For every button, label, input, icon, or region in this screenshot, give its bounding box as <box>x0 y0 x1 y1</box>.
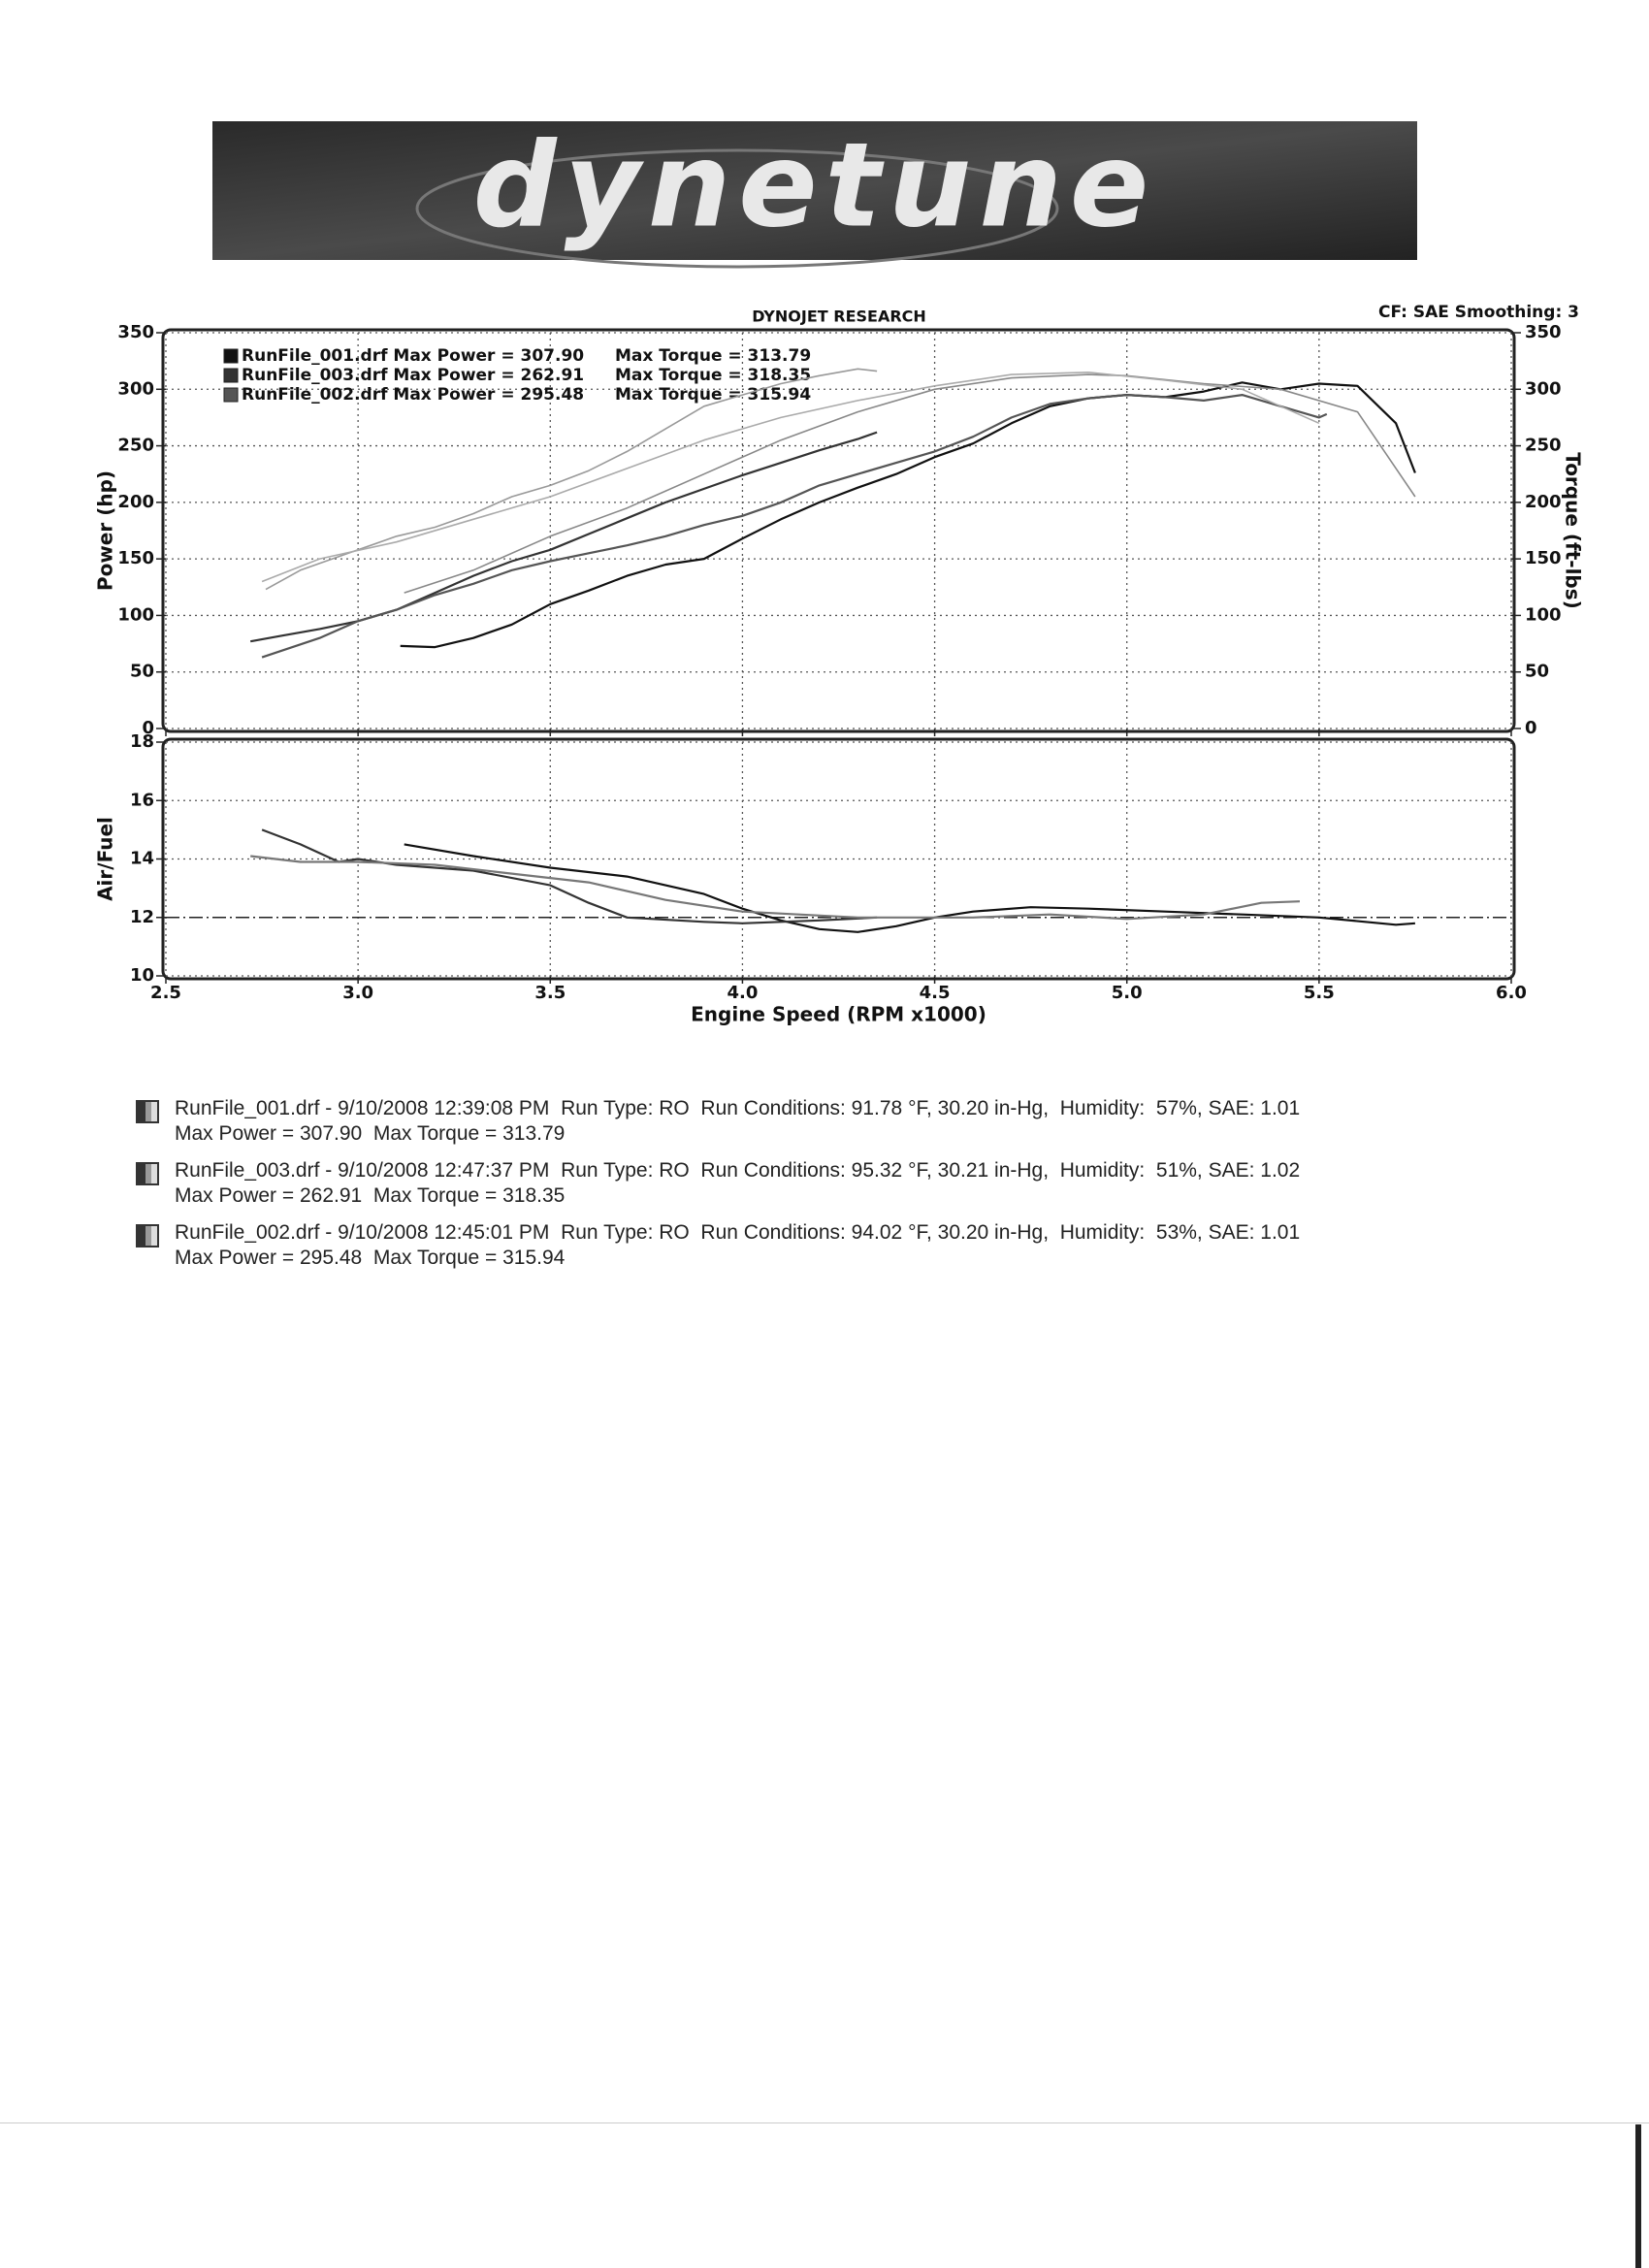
y-tick-label: 100 <box>117 604 154 625</box>
legend-entry: Max Torque = 313.79 <box>615 346 811 366</box>
y-tick-label: 14 <box>130 849 154 869</box>
legend-entry: RunFile_003.drf Max Power = 262.91 <box>242 366 584 385</box>
x-tick-label: 6.0 <box>1496 983 1527 1003</box>
series-line <box>400 381 1416 649</box>
series-line <box>250 431 878 643</box>
series-line <box>404 373 1416 594</box>
y2-tick-label: 100 <box>1525 604 1562 625</box>
y-tick-label: 18 <box>130 731 154 752</box>
y-tick-label: 50 <box>130 662 154 682</box>
x-tick-label: 5.5 <box>1304 983 1335 1003</box>
y-tick-label: 150 <box>117 548 154 568</box>
x-tick-label: 2.5 <box>150 983 181 1003</box>
series-line <box>261 394 1328 659</box>
y2-tick-label: 200 <box>1525 492 1562 512</box>
y-tick-label: 16 <box>130 790 154 810</box>
y2-tick-label: 350 <box>1525 322 1562 342</box>
y2-tick-label: 0 <box>1525 718 1537 738</box>
run-icon <box>136 1100 159 1123</box>
y2-tick-label: 250 <box>1525 436 1562 456</box>
y-tick-label: 10 <box>130 965 154 986</box>
run-text: Max Power = 295.48 Max Torque = 315.94 <box>175 1247 566 1269</box>
run-text: Max Power = 262.91 Max Torque = 318.35 <box>175 1184 566 1207</box>
y-tick-label: 12 <box>130 907 154 927</box>
series-line <box>261 828 878 924</box>
logo-swoosh <box>415 148 1059 269</box>
logo-banner <box>212 121 1417 260</box>
legend-entry: RunFile_002.drf Max Power = 295.48 <box>242 385 584 405</box>
chart: dynetune 0 50 100 150 200 250 300 350 0 50 100 150 2… <box>94 119 1585 1026</box>
run-icon <box>136 1162 159 1185</box>
legend-swatch <box>223 387 239 403</box>
series-line <box>261 372 1320 583</box>
run-icon <box>136 1224 159 1247</box>
run-list: RunFile_001.drf - 9/10/2008 12:39:08 PM … <box>136 1096 1494 1282</box>
chart-title: DYNOJET RESEARCH <box>752 308 926 326</box>
series-line <box>265 368 878 591</box>
run-info: RunFile_001.drf - 9/10/2008 12:39:08 PM … <box>136 1096 1494 1147</box>
y2-axis-label: Torque (ft-lbs) <box>1562 452 1585 609</box>
y2-tick-label: 300 <box>1525 378 1562 399</box>
series-line <box>250 855 1301 921</box>
legend-entry: RunFile_001.drf Max Power = 307.90 <box>242 346 584 366</box>
scan-edge <box>0 2122 1649 2123</box>
chart-note: CF: SAE Smoothing: 3 <box>1378 303 1579 322</box>
series-line <box>404 843 1415 933</box>
y2-tick-label: 150 <box>1525 548 1562 568</box>
y-tick-label: 300 <box>117 378 154 399</box>
x-tick-label: 4.0 <box>727 983 758 1003</box>
y-tick-label: 200 <box>117 492 154 512</box>
run-info: RunFile_003.drf - 9/10/2008 12:47:37 PM … <box>136 1158 1494 1209</box>
y-tick-label: 0 <box>142 718 154 738</box>
logo: dynetune <box>473 119 1157 254</box>
x-axis-label: Engine Speed (RPM x1000) <box>691 1003 986 1026</box>
x-tick-label: 3.0 <box>342 983 373 1003</box>
y-axis-label: Power (hp) <box>94 470 117 591</box>
run-text: Max Power = 307.90 Max Torque = 313.79 <box>175 1122 566 1145</box>
legend-swatch <box>223 348 239 364</box>
y2-tick-label: 50 <box>1525 662 1549 682</box>
y-axis-label: Air/Fuel <box>94 817 117 901</box>
scan-edge <box>1635 2124 1641 2268</box>
run-text: RunFile_002.drf - 9/10/2008 12:45:01 PM … <box>175 1221 1301 1244</box>
run-info: RunFile_002.drf - 9/10/2008 12:45:01 PM … <box>136 1220 1494 1271</box>
x-tick-label: 5.0 <box>1112 983 1143 1003</box>
legend-entry: Max Torque = 318.35 <box>615 366 811 385</box>
x-tick-label: 4.5 <box>920 983 951 1003</box>
run-text: RunFile_001.drf - 9/10/2008 12:39:08 PM … <box>175 1097 1301 1119</box>
run-text: RunFile_003.drf - 9/10/2008 12:47:37 PM … <box>175 1159 1301 1182</box>
legend-swatch <box>223 368 239 383</box>
y-tick-label: 350 <box>117 322 154 342</box>
legend-entry: Max Torque = 315.94 <box>615 385 811 405</box>
x-tick-label: 3.5 <box>534 983 566 1003</box>
y-tick-label: 250 <box>117 436 154 456</box>
plot-frame <box>161 328 1516 733</box>
